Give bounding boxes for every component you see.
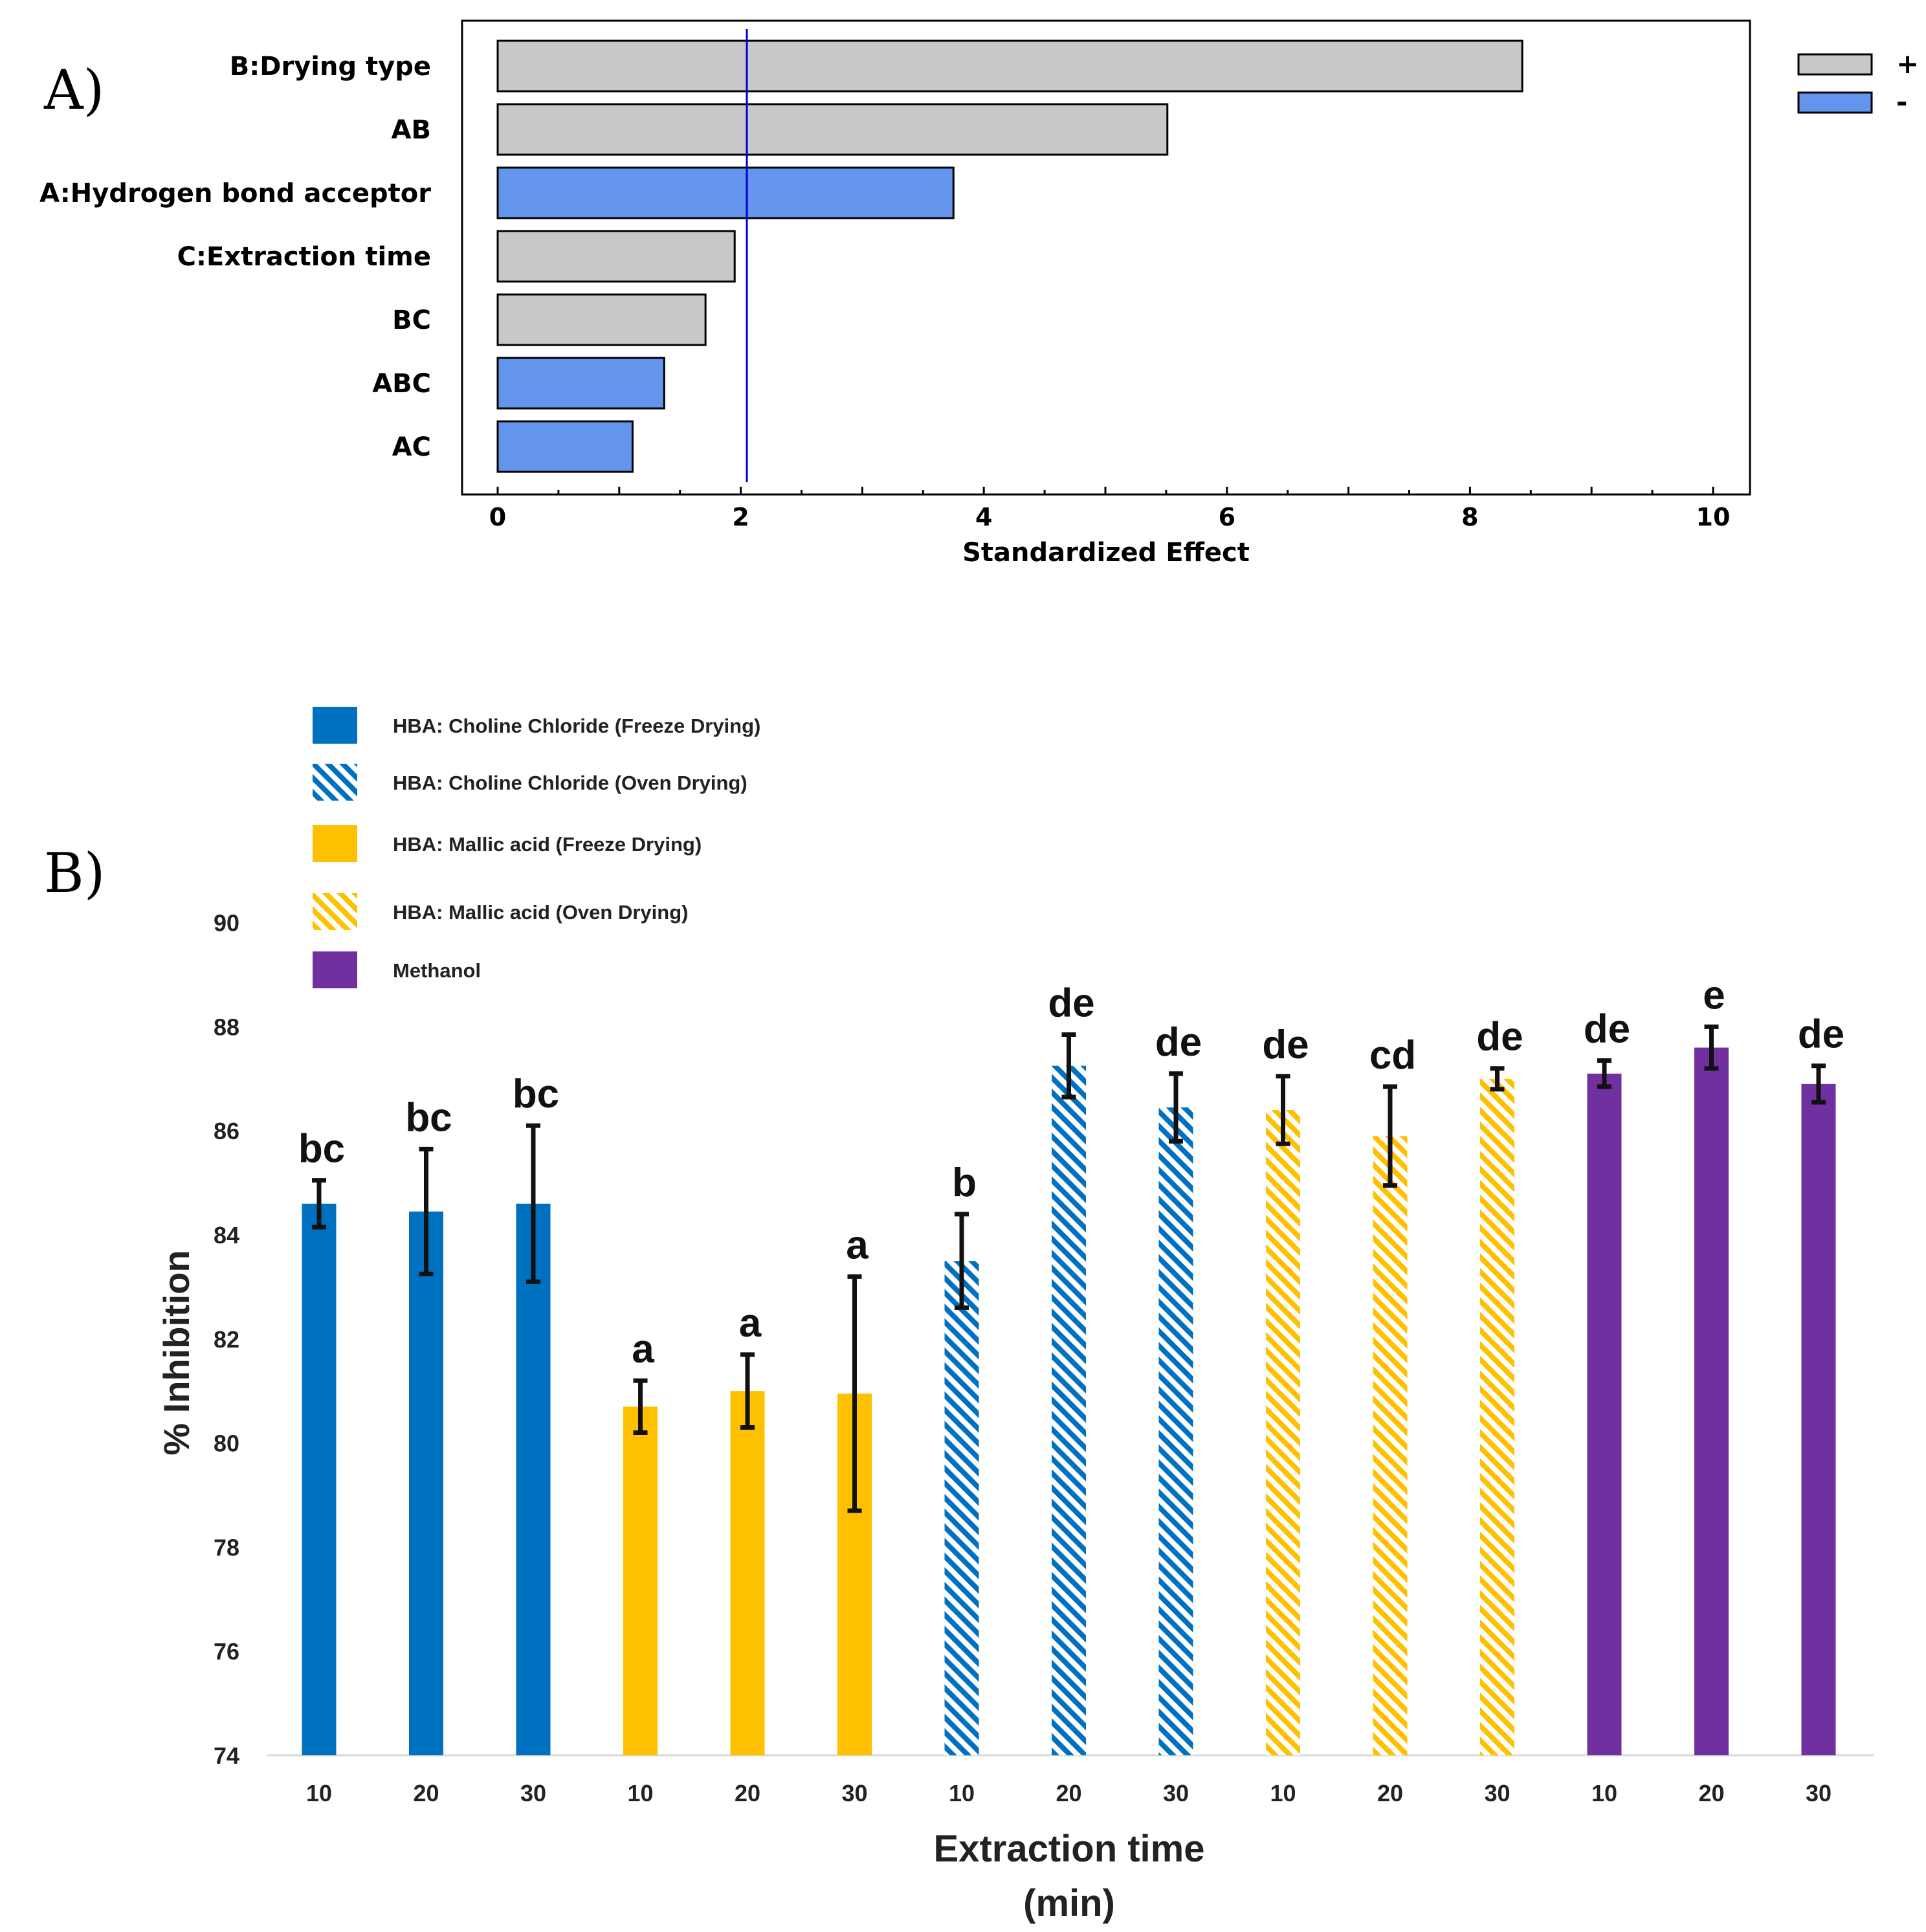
- inhibition-significance-label: b: [952, 1160, 977, 1205]
- pareto-category-label: AC: [392, 432, 431, 462]
- inhibition-legend-swatch: [313, 764, 357, 801]
- pareto-bar: [496, 166, 955, 219]
- inhibition-legend-label: HBA: Choline Chloride (Oven Drying): [393, 772, 747, 794]
- inhibition-x-tick-label: 10: [627, 1780, 653, 1806]
- inhibition-x-tick-label: 20: [735, 1780, 760, 1806]
- inhibition-x-tick-label: 10: [1591, 1780, 1617, 1806]
- inhibition-significance-label: de: [1798, 1012, 1844, 1057]
- inhibition-y-tick-label: 88: [214, 1014, 239, 1040]
- inhibition-y-tick-label: 86: [214, 1118, 239, 1144]
- inhibition-bar: [944, 1261, 979, 1755]
- pareto-x-tick-label: 0: [489, 503, 506, 531]
- inhibition-y-tick-label: 84: [214, 1222, 239, 1249]
- inhibition-bar: [1480, 1078, 1514, 1755]
- inhibition-bar: [1158, 1107, 1193, 1755]
- inhibition-legend-label: Methanol: [393, 959, 481, 982]
- pareto-legend-swatch: [1797, 53, 1873, 76]
- inhibition-bar: [623, 1406, 658, 1755]
- inhibition-bar: [302, 1203, 337, 1755]
- pareto-category-label: AB: [392, 115, 431, 145]
- inhibition-legend-swatch: [313, 893, 357, 930]
- inhibition-x-tick-label: 30: [1806, 1780, 1832, 1806]
- inhibition-x-tick-label: 10: [1270, 1780, 1296, 1806]
- pareto-x-axis-label: Standardized Effect: [962, 538, 1250, 568]
- pareto-x-tick-label: 8: [1461, 503, 1478, 531]
- pareto-bar: [496, 357, 665, 410]
- inhibition-bar: [1587, 1073, 1622, 1755]
- pareto-chart: B:Drying type AB A:Hydrogen bond acceptor C…: [39, 19, 1919, 568]
- inhibition-bar: [1266, 1110, 1300, 1755]
- pareto-legend: +-: [1797, 48, 1919, 118]
- inhibition-x-tick-label: 10: [306, 1780, 332, 1806]
- inhibition-y-tick-label: 78: [214, 1534, 239, 1560]
- inhibition-significance-label: de: [1155, 1020, 1202, 1065]
- inhibition-significance-label: de: [1048, 981, 1094, 1025]
- panel-a-label: A): [43, 58, 104, 122]
- inhibition-x-tick-label: 30: [1484, 1780, 1510, 1806]
- inhibition-significance-label: bc: [513, 1072, 559, 1116]
- inhibition-x-tick-label: 20: [1056, 1780, 1081, 1806]
- inhibition-significance-label: a: [632, 1327, 654, 1371]
- inhibition-x-axis-label: Extraction time: [934, 1828, 1205, 1870]
- inhibition-significance-label: de: [1584, 1007, 1630, 1052]
- pareto-category-label: ABC: [372, 369, 431, 399]
- inhibition-legend: HBA: Choline Chloride (Freeze Drying) HBA…: [313, 707, 760, 988]
- inhibition-x-tick-label: 30: [841, 1780, 867, 1806]
- inhibition-y-axis-label: % Inhibition: [156, 1250, 197, 1455]
- pareto-category-label: B:Drying type: [230, 52, 431, 82]
- inhibition-legend-label: HBA: Mallic acid (Freeze Drying): [393, 833, 702, 856]
- inhibition-bar: [1052, 1065, 1086, 1755]
- pareto-category-label: C:Extraction time: [177, 242, 431, 272]
- inhibition-x-tick-label: 10: [949, 1780, 975, 1806]
- pareto-bar: [496, 230, 736, 283]
- inhibition-chart: 74 76 78 80 82 84 86 88 90 bc bc bc a a a b de de de cd de d…: [156, 707, 1874, 1924]
- inhibition-legend-label: HBA: Mallic acid (Oven Drying): [393, 901, 688, 924]
- inhibition-bar: [1373, 1136, 1408, 1755]
- pareto-bar: [496, 39, 1523, 93]
- inhibition-x-tick-label: 20: [1377, 1780, 1403, 1806]
- pareto-category-label: A:Hydrogen bond acceptor: [39, 179, 431, 208]
- inhibition-x-tick-label: 30: [1163, 1780, 1189, 1806]
- inhibition-significance-label: a: [739, 1301, 762, 1346]
- inhibition-significance-label: a: [846, 1223, 869, 1267]
- inhibition-y-tick-label: 82: [214, 1326, 239, 1353]
- panel-b-label: B): [44, 841, 105, 905]
- pareto-bar: [496, 293, 707, 346]
- inhibition-legend-swatch: [313, 951, 357, 988]
- inhibition-y-tick-label: 80: [214, 1430, 239, 1457]
- inhibition-bar: [1694, 1047, 1729, 1755]
- inhibition-significance-label: de: [1262, 1023, 1309, 1067]
- pareto-legend-label: -: [1896, 86, 1907, 118]
- pareto-x-tick-label: 6: [1219, 503, 1235, 531]
- inhibition-x-axis-unit: (min): [1023, 1882, 1115, 1924]
- inhibition-bar: [516, 1203, 551, 1755]
- inhibition-y-tick-label: 74: [214, 1742, 239, 1769]
- inhibition-bar: [409, 1211, 443, 1755]
- inhibition-bar: [1801, 1083, 1836, 1755]
- inhibition-significance-label: de: [1476, 1015, 1523, 1060]
- inhibition-legend-swatch: [313, 825, 357, 862]
- inhibition-significance-label: cd: [1369, 1033, 1416, 1078]
- pareto-x-tick-label: 10: [1696, 503, 1731, 531]
- pareto-x-tick-label: 4: [975, 503, 992, 531]
- inhibition-x-tick-label: 20: [1698, 1780, 1724, 1806]
- pareto-legend-swatch: [1797, 91, 1873, 114]
- inhibition-x-tick-label: 20: [413, 1780, 439, 1806]
- inhibition-x-tick-label: 30: [520, 1780, 546, 1806]
- pareto-category-label: BC: [392, 305, 431, 335]
- pareto-x-tick-label: 2: [732, 503, 749, 531]
- inhibition-significance-label: e: [1703, 973, 1725, 1017]
- inhibition-legend-swatch: [313, 707, 357, 744]
- inhibition-y-tick-label: 90: [214, 910, 239, 937]
- inhibition-significance-label: bc: [405, 1095, 452, 1140]
- pareto-bar: [496, 420, 634, 473]
- inhibition-y-tick-label: 76: [214, 1638, 239, 1665]
- pareto-legend-label: +: [1896, 48, 1919, 80]
- pareto-bar: [496, 103, 1169, 156]
- inhibition-legend-label: HBA: Choline Chloride (Freeze Drying): [393, 715, 760, 737]
- inhibition-significance-label: bc: [298, 1127, 345, 1171]
- inhibition-bar: [730, 1391, 765, 1755]
